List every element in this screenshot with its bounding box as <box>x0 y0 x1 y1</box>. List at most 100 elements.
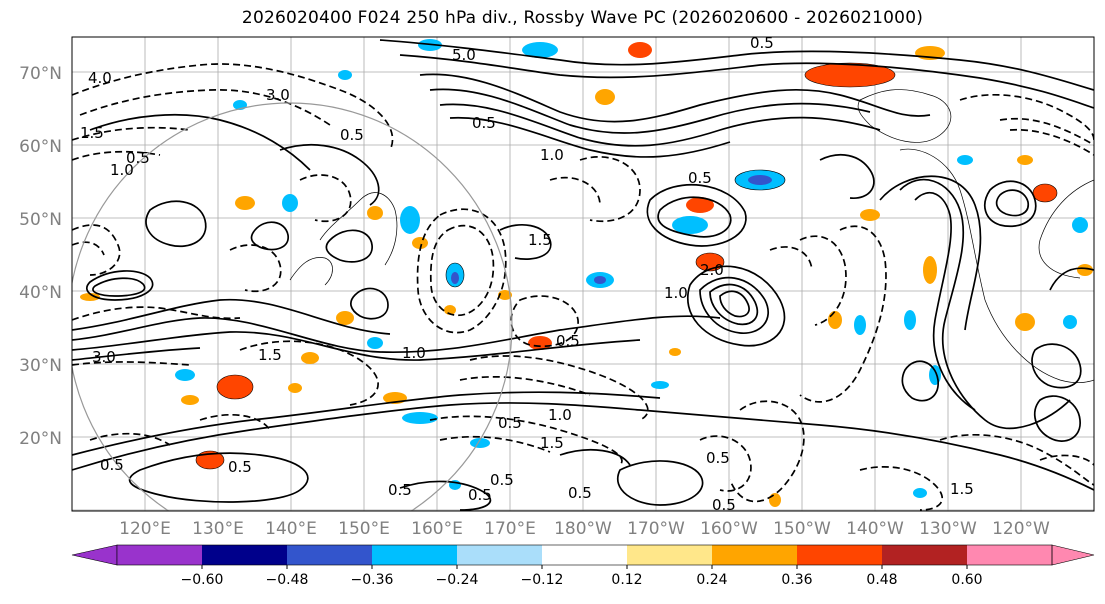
fill-patch <box>913 488 927 498</box>
contour-line <box>250 221 289 251</box>
contour-line <box>399 54 1094 109</box>
contour-line <box>729 400 805 503</box>
fill-patch <box>860 209 880 221</box>
lon-label: 150°W <box>773 519 831 539</box>
colorbar-segment <box>797 545 882 565</box>
contour-line <box>72 298 391 335</box>
contour-label: 0.5 <box>472 114 496 132</box>
contour-line <box>1033 395 1081 442</box>
contour-line <box>128 452 309 503</box>
contour-line <box>429 88 871 134</box>
fill-patch <box>367 337 383 349</box>
contour-label: 0.5 <box>126 149 150 167</box>
contour-line <box>709 283 759 326</box>
map-border <box>71 36 1095 512</box>
contour-line <box>859 466 943 511</box>
contour-label: 0.5 <box>388 481 412 499</box>
lon-label: 180°W <box>554 519 612 539</box>
contour-line <box>325 229 373 263</box>
fill-patch <box>336 311 354 325</box>
contour-line <box>399 480 492 511</box>
contour-line <box>579 156 641 222</box>
contour-line <box>1031 343 1082 389</box>
lon-label: 160°E <box>411 519 463 539</box>
contour-line <box>72 63 394 151</box>
coastline <box>899 148 1094 383</box>
lon-label: 150°E <box>338 519 390 539</box>
contour-label: 0.5 <box>712 496 736 514</box>
fill-patch <box>301 352 319 364</box>
contour-line <box>279 144 380 206</box>
contour-line <box>959 93 1094 141</box>
contour-label: 1.5 <box>258 346 282 364</box>
fill-patch <box>1063 315 1077 329</box>
colorbar-tick-label: −0.24 <box>436 572 479 588</box>
lat-label: 50°N <box>19 210 62 230</box>
rossby-wave-circle <box>72 102 513 511</box>
fill-patch <box>367 206 383 220</box>
fill-patch <box>804 62 896 88</box>
contour-line <box>899 178 1071 430</box>
contour-line <box>350 287 389 320</box>
lon-label: 120°W <box>992 519 1050 539</box>
fill-patch <box>828 311 842 329</box>
contour-line <box>499 223 552 260</box>
lon-label: 160°W <box>700 519 758 539</box>
contour-label: 0.5 <box>490 471 514 489</box>
fill-patch <box>651 381 669 389</box>
colorbar-tick-label: −0.48 <box>266 572 309 588</box>
contour-line <box>1039 454 1094 466</box>
contour-line <box>999 117 1094 146</box>
fill-patch <box>929 365 941 385</box>
contour-line <box>879 175 982 331</box>
fill-patch <box>595 89 615 105</box>
lon-label: 130°E <box>192 519 244 539</box>
colorbar-segment <box>117 545 202 565</box>
colorbar-segment <box>542 545 627 565</box>
colorbar-extend-max <box>1051 544 1095 566</box>
latitude-labels: 70°N 60°N 50°N 40°N 30°N 20°N <box>19 64 62 449</box>
contour-line <box>79 89 331 126</box>
contour-label: 5.0 <box>452 46 476 64</box>
contour-label: 0.5 <box>100 456 124 474</box>
contour-line <box>72 391 661 456</box>
contour-label: 2.0 <box>700 261 724 279</box>
contour-label: 0.5 <box>706 449 730 467</box>
contour-label: 1.5 <box>80 124 104 142</box>
fill-patch <box>1077 264 1093 276</box>
contour-line <box>72 224 121 276</box>
contour-line <box>145 200 207 248</box>
colorbar-outline <box>116 544 1053 566</box>
contour-line <box>939 433 1094 486</box>
colorbar-segment <box>712 545 797 565</box>
contour-label: 1.0 <box>664 284 688 302</box>
contour-line <box>89 432 171 446</box>
colorbar-segment <box>882 545 967 565</box>
lat-label: 20°N <box>19 429 62 449</box>
colorbar-segment <box>627 545 712 565</box>
lon-label: 120°E <box>119 519 171 539</box>
colorbar-tick-label: −0.36 <box>351 572 394 588</box>
contour-label: 1.0 <box>402 344 426 362</box>
lon-label: 140°E <box>265 519 317 539</box>
contour-line <box>657 196 732 238</box>
lon-label: 170°E <box>484 519 536 539</box>
contour-line <box>429 224 495 317</box>
colorbar-segment <box>287 545 372 565</box>
contour-label: 1.5 <box>950 480 974 498</box>
fill-patch <box>288 383 302 393</box>
contour-line <box>239 340 379 406</box>
contour-label: 0.5 <box>498 414 522 432</box>
fill-patch <box>522 42 558 58</box>
colorbar-segment <box>372 545 457 565</box>
longitude-labels: 120°E 130°E 140°E 150°E 160°E 170°E 180°… <box>119 519 1050 539</box>
contour-line <box>439 435 551 453</box>
fill-patch <box>904 310 916 330</box>
fill-patch <box>957 155 973 165</box>
fill-patch <box>1032 183 1058 203</box>
contour-label: 0.5 <box>688 169 712 187</box>
coastline <box>319 192 398 266</box>
contour-line <box>687 265 786 347</box>
lat-label: 60°N <box>19 137 62 157</box>
